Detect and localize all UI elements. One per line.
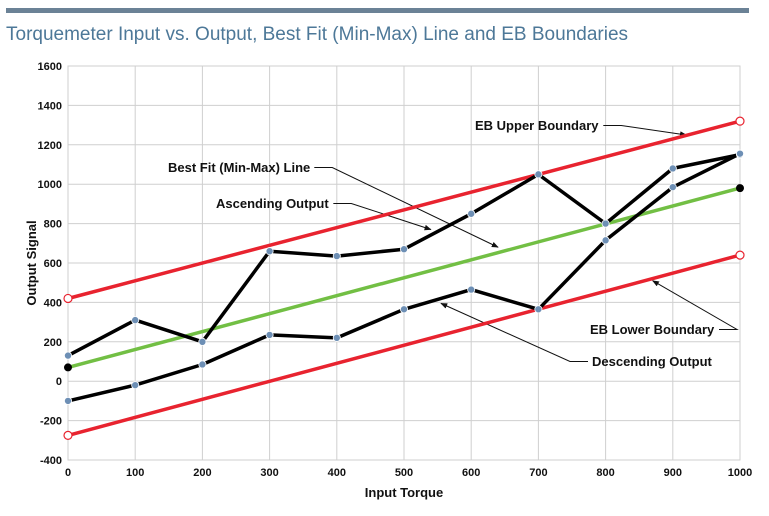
- x-tick-label-1000: 1000: [728, 467, 752, 479]
- point-descending-output-500: [399, 305, 408, 314]
- leader-ascending-output: [333, 203, 432, 231]
- series-line-eb-lower-boundary: [66, 253, 742, 438]
- chart-title: Torquemeter Input vs. Output, Best Fit (…: [6, 24, 628, 45]
- y-tick-label-200: -200: [40, 416, 62, 428]
- x-tick-label-400: 400: [328, 467, 346, 479]
- y-tick-label-600: 600: [44, 258, 62, 270]
- x-tick-label-500: 500: [395, 467, 413, 479]
- x-tick-label-0: 0: [65, 467, 71, 479]
- point-ascending-output-800: [601, 219, 610, 228]
- point-ascending-output-900: [668, 164, 677, 173]
- x-tick-label-300: 300: [260, 467, 278, 479]
- point-descending-output-400: [332, 333, 341, 342]
- y-tick-label-800: 800: [44, 219, 62, 231]
- point-eb-lower-boundary-0: [63, 430, 73, 440]
- point-ascending-output-400: [332, 252, 341, 261]
- point-ascending-output-300: [265, 247, 274, 256]
- point-descending-output-800: [601, 236, 610, 245]
- point-eb-upper-boundary-0: [63, 293, 73, 304]
- point-descending-output-900: [668, 183, 677, 192]
- y-tick-label-1200: 1200: [38, 140, 62, 152]
- x-tick-label-700: 700: [529, 467, 547, 479]
- x-tick-labels: 0 100 200 300 400 500 600 700 800 900 1000: [65, 467, 752, 479]
- y-tick-label-1600: 1600: [38, 61, 62, 73]
- point-descending-output-100: [131, 381, 140, 390]
- x-tick-label-100: 100: [126, 467, 144, 479]
- point-descending-output-0: [64, 396, 73, 405]
- point-descending-output-700: [534, 305, 543, 314]
- point-best-fit-min-max-line-1000: [736, 184, 745, 193]
- annotation-best-fit-line: Best Fit (Min-Max) Line: [168, 160, 310, 175]
- annotation-eb-lower-boundary: EB Lower Boundary: [590, 322, 715, 337]
- y-tick-label-1400: 1400: [38, 100, 62, 112]
- x-tick-label-800: 800: [596, 467, 614, 479]
- series-line-eb-upper-boundary: [66, 119, 742, 301]
- x-axis-label: Input Torque: [365, 485, 443, 500]
- annotation-descending-output: Descending Output: [592, 354, 713, 369]
- y-axis-label: Output Signal: [24, 220, 39, 305]
- point-ascending-output-100: [131, 316, 140, 325]
- series-line-best-fit-min-max-line: [66, 186, 742, 370]
- point-eb-lower-boundary-1000: [735, 250, 745, 260]
- x-tick-label-200: 200: [193, 467, 211, 479]
- y-tick-label-400: 400: [44, 297, 62, 309]
- point-best-fit-min-max-line-0: [64, 363, 73, 372]
- point-ascending-output-700: [534, 170, 543, 179]
- point-descending-output-300: [265, 330, 274, 339]
- x-tick-label-900: 900: [664, 467, 682, 479]
- leader-best-fit-min-max-line: [314, 167, 499, 248]
- point-descending-output-600: [467, 285, 476, 294]
- y-tick-label-400: -400: [40, 455, 62, 467]
- point-descending-output-1000: [736, 149, 745, 158]
- point-ascending-output-0: [64, 351, 73, 360]
- point-ascending-output-600: [467, 209, 476, 218]
- x-tick-label-600: 600: [462, 467, 480, 479]
- y-tick-labels: -400 -200 0 200 400 600 800 1000 1200 1400 1600: [38, 61, 62, 467]
- leader-eb-lower-boundary: [652, 280, 739, 330]
- annotation-eb-upper-boundary: EB Upper Boundary: [475, 118, 599, 133]
- y-tick-label-1000: 1000: [38, 179, 62, 191]
- series-markers: [63, 116, 745, 440]
- point-ascending-output-500: [399, 245, 408, 254]
- point-ascending-output-200: [198, 337, 207, 346]
- point-eb-upper-boundary-1000: [735, 116, 745, 126]
- leader-eb-upper-boundary: [603, 125, 687, 137]
- y-tick-label-0: 0: [56, 376, 62, 388]
- y-tick-label-200: 200: [44, 337, 62, 349]
- title-rule: [6, 8, 749, 13]
- point-descending-output-200: [198, 360, 207, 369]
- annotation-ascending-output: Ascending Output: [216, 196, 329, 211]
